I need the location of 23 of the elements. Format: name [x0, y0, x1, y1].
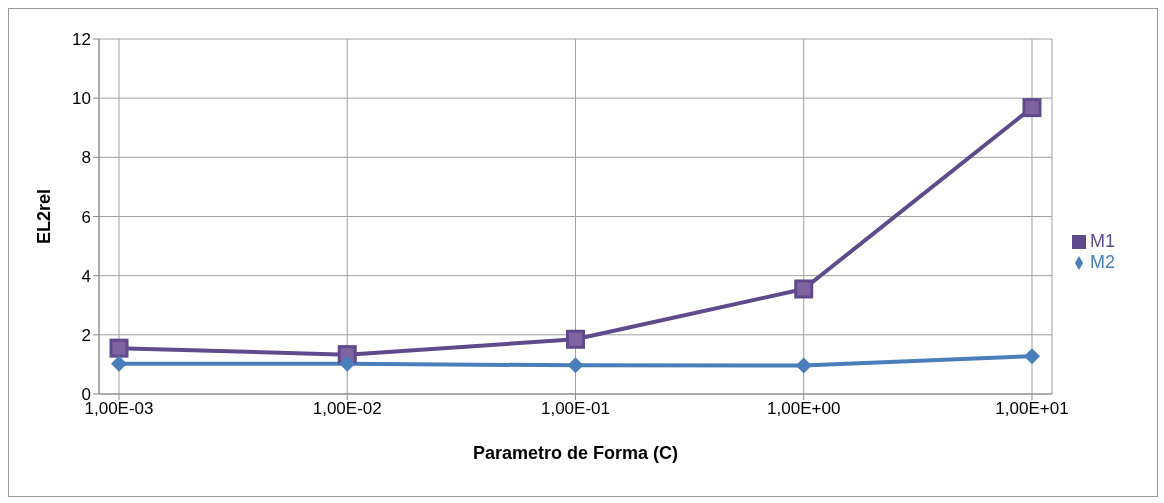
x-axis-title: Parametro de Forma (C)	[472, 443, 679, 463]
point	[567, 357, 584, 374]
x-tick-label: 1,00E+00	[767, 399, 841, 419]
point	[111, 355, 127, 372]
x-tick-label: 1,00E-01	[540, 399, 610, 419]
point	[795, 357, 812, 374]
y-axis-title: EL2rel	[34, 188, 55, 245]
point	[1023, 348, 1040, 365]
x-tick-label: 1,00E-02	[312, 399, 382, 419]
y-tick-label: 4	[81, 266, 91, 286]
y-tick-label: 6	[81, 207, 91, 227]
point	[1022, 98, 1042, 118]
legend-label: M1	[1089, 230, 1115, 251]
y-tick-label: 10	[72, 89, 91, 109]
point	[794, 279, 814, 299]
y-tick-label: 12	[72, 30, 91, 50]
y-tick-label: 2	[81, 325, 91, 345]
point	[339, 355, 356, 372]
y-tick-label: 8	[81, 148, 91, 168]
x-tick-label: 1,00E+01	[995, 399, 1069, 419]
legend-label: M2	[1089, 251, 1115, 272]
point	[565, 329, 585, 349]
point	[109, 338, 129, 358]
